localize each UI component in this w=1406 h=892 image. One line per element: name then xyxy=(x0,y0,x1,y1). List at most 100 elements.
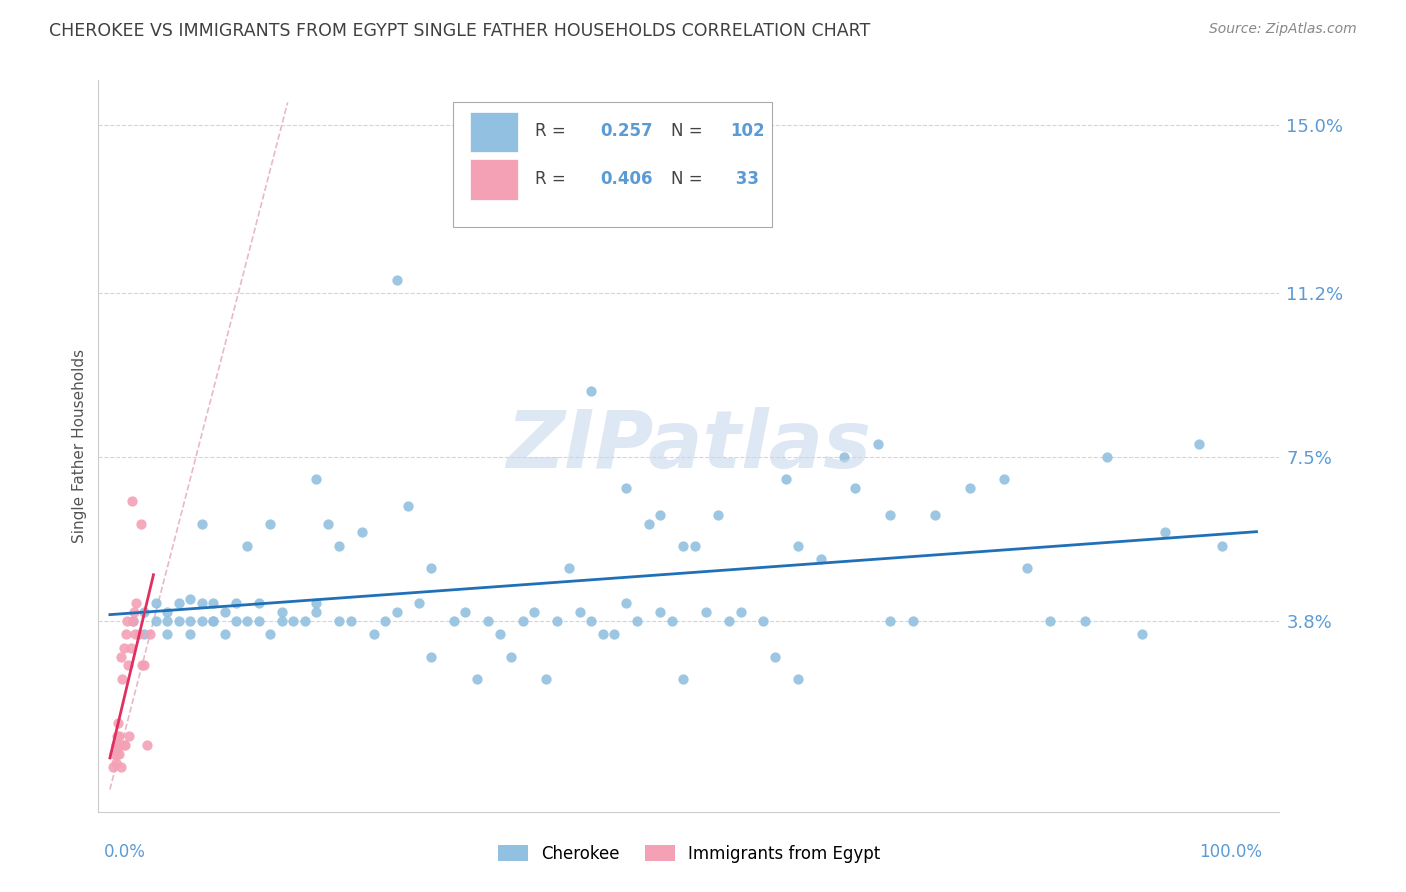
Point xyxy=(259,627,281,641)
Point xyxy=(718,614,741,628)
Point xyxy=(111,672,134,686)
Point xyxy=(131,658,153,673)
Text: N =: N = xyxy=(671,170,709,188)
Point xyxy=(115,614,138,628)
Point xyxy=(108,730,131,744)
Text: 0.257: 0.257 xyxy=(600,122,652,140)
Point xyxy=(134,605,156,619)
Point xyxy=(103,760,125,774)
Point xyxy=(108,738,131,752)
Point xyxy=(202,614,225,628)
Point xyxy=(316,516,339,531)
Point xyxy=(924,508,946,522)
Point xyxy=(488,627,510,641)
Point xyxy=(763,649,786,664)
Point xyxy=(844,481,866,495)
Point xyxy=(225,614,247,628)
Point xyxy=(650,508,672,522)
Point xyxy=(105,730,128,744)
Point xyxy=(214,605,236,619)
Point xyxy=(156,627,179,641)
FancyBboxPatch shape xyxy=(471,112,517,152)
Point xyxy=(1153,525,1175,540)
Point xyxy=(236,614,259,628)
Text: 102: 102 xyxy=(730,122,765,140)
Point xyxy=(135,738,157,752)
Point xyxy=(190,596,212,610)
Point xyxy=(305,596,328,610)
FancyBboxPatch shape xyxy=(471,160,517,200)
Point xyxy=(270,605,292,619)
Text: CHEROKEE VS IMMIGRANTS FROM EGYPT SINGLE FATHER HOUSEHOLDS CORRELATION CHART: CHEROKEE VS IMMIGRANTS FROM EGYPT SINGLE… xyxy=(49,22,870,40)
Point xyxy=(104,738,127,752)
Point xyxy=(581,614,603,628)
Text: 0.406: 0.406 xyxy=(600,170,652,188)
Point xyxy=(115,627,138,641)
Point xyxy=(868,437,890,451)
Point xyxy=(179,591,201,606)
Point xyxy=(420,561,443,575)
Point xyxy=(1097,450,1119,464)
Point xyxy=(592,627,614,641)
Point xyxy=(120,640,142,655)
Point xyxy=(118,730,141,744)
Point xyxy=(110,649,132,664)
Point xyxy=(879,508,901,522)
Point xyxy=(672,539,695,553)
Point xyxy=(145,596,167,610)
Point xyxy=(501,649,523,664)
Point xyxy=(190,614,212,628)
Point xyxy=(103,747,125,761)
Point xyxy=(121,614,143,628)
Point xyxy=(546,614,568,628)
Point xyxy=(408,596,430,610)
Point xyxy=(125,596,148,610)
Point xyxy=(1039,614,1062,628)
Point xyxy=(569,605,592,619)
Text: R =: R = xyxy=(536,122,571,140)
Text: 100.0%: 100.0% xyxy=(1199,843,1263,861)
Point xyxy=(247,596,270,610)
Point xyxy=(465,672,488,686)
Point xyxy=(420,649,443,664)
Point xyxy=(167,596,190,610)
Point xyxy=(134,627,156,641)
Point xyxy=(786,672,808,686)
Point xyxy=(993,472,1015,486)
Point xyxy=(225,596,247,610)
Point xyxy=(626,614,648,628)
Point xyxy=(661,614,683,628)
Point xyxy=(328,539,350,553)
Text: 33: 33 xyxy=(730,170,759,188)
Point xyxy=(959,481,981,495)
Point xyxy=(114,738,136,752)
Point xyxy=(512,614,534,628)
Point xyxy=(236,539,259,553)
Text: 0.0%: 0.0% xyxy=(104,843,146,861)
Point xyxy=(374,614,396,628)
Point xyxy=(145,614,167,628)
Point xyxy=(614,481,637,495)
FancyBboxPatch shape xyxy=(453,103,772,227)
Point xyxy=(832,450,855,464)
Point xyxy=(104,756,127,770)
Point xyxy=(270,614,292,628)
Text: R =: R = xyxy=(536,170,571,188)
Point xyxy=(672,672,695,686)
Point xyxy=(128,627,150,641)
Point xyxy=(603,627,626,641)
Point xyxy=(202,596,225,610)
Point xyxy=(637,516,659,531)
Point xyxy=(124,627,146,641)
Point xyxy=(879,614,901,628)
Point xyxy=(156,614,179,628)
Point xyxy=(156,605,179,619)
Point xyxy=(202,614,225,628)
Point xyxy=(117,658,139,673)
Point xyxy=(167,614,190,628)
Point xyxy=(283,614,305,628)
Point xyxy=(134,658,156,673)
Point xyxy=(105,747,128,761)
Point xyxy=(112,738,135,752)
Point xyxy=(328,614,350,628)
